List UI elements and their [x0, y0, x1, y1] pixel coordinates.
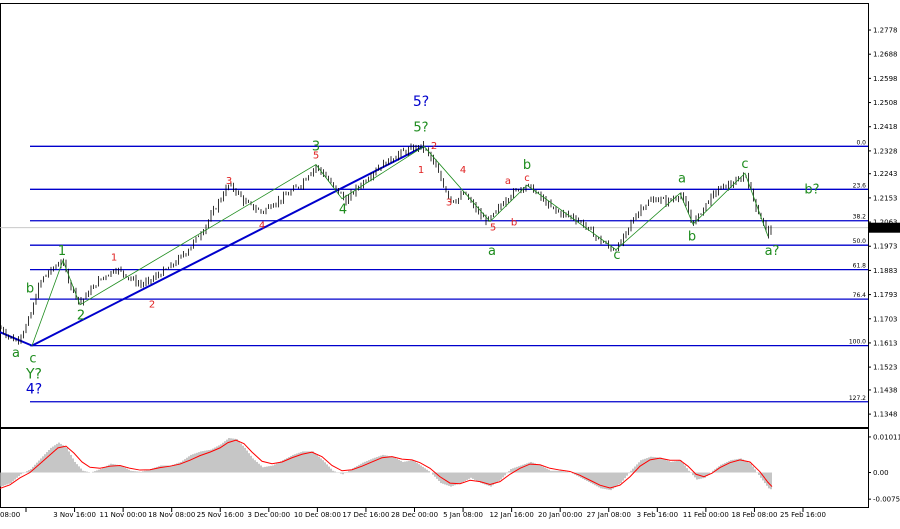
wave-label-18: 4	[460, 165, 466, 176]
fib-label-0: 0.0	[856, 139, 866, 146]
osc-tick-0: 0.01011	[873, 433, 900, 441]
wave-label-5: 4	[339, 203, 347, 218]
wave-label-30: b?	[804, 182, 819, 197]
wave-path	[31, 145, 769, 346]
wave-label-25: a	[488, 244, 496, 259]
fib-label-7: 127.2	[849, 395, 866, 402]
wave-label-21: a	[505, 176, 511, 187]
wave-label-1: 5?	[413, 121, 428, 136]
wave-label-22: b	[511, 218, 517, 229]
wave-label-11: 2	[77, 309, 85, 324]
price-tick-7: 1.2153	[873, 194, 898, 202]
fib-label-4: 61.8	[853, 263, 867, 270]
wave-label-20: 5	[490, 222, 496, 233]
price-tick-4: 1.2418	[873, 123, 898, 131]
wave-label-9: b	[26, 282, 34, 297]
price-pane-frame	[0, 3, 869, 428]
fib-label-2: 38.2	[853, 214, 867, 221]
price-tick-11: 1.1793	[873, 291, 898, 299]
x-tick-12: 27 Jan 08:00	[587, 511, 631, 519]
x-tick-6: 10 Dec 08:00	[294, 511, 341, 519]
wave-label-26: c	[613, 248, 620, 263]
x-tick-8: 28 Dec 00:00	[391, 511, 438, 519]
wave-label-7: 1	[111, 252, 117, 263]
oscillator-pane-frame	[0, 428, 869, 508]
x-tick-5: 3 Dec 00:00	[248, 511, 291, 519]
wave-label-29: c	[741, 157, 748, 172]
x-tick-14: 11 Feb 00:00	[683, 511, 729, 519]
price-tick-2: 1.2598	[873, 75, 898, 83]
wave-label-31: a?	[765, 244, 780, 259]
price-tick-0: 1.2778	[873, 27, 898, 35]
wave-label-2: 3	[312, 139, 320, 154]
wave-label-24: b	[523, 158, 531, 173]
x-tick-11: 20 Jan 00:00	[538, 511, 582, 519]
x-tick-16: 25 Feb 16:00	[780, 511, 826, 519]
price-tick-9: 1.1973	[873, 243, 898, 251]
price-tick-16: 1.1348	[873, 411, 898, 419]
osc-tick-2: -0.00757	[873, 496, 900, 504]
wave-label-10: 2	[149, 299, 155, 310]
price-tick-3: 1.2508	[873, 99, 898, 107]
x-tick-15: 18 Feb 08:00	[731, 511, 777, 519]
price-tick-5: 1.2328	[873, 147, 898, 155]
osc-signal-line	[0, 439, 773, 489]
price-tick-1: 1.2688	[873, 51, 898, 59]
price-tick-6: 1.2243	[873, 170, 898, 178]
price-tick-8: 1.2063	[873, 219, 898, 227]
wave-label-12: a	[12, 346, 20, 361]
wave-label-8: 1	[58, 244, 66, 259]
trendline-main	[31, 145, 425, 347]
wave-label-28: b	[688, 229, 696, 244]
x-tick-0: 08:00	[0, 511, 20, 519]
wave-label-14: Y?	[25, 367, 42, 383]
wave-label-19: 3	[446, 197, 452, 208]
price-tick-15: 1.1438	[873, 386, 898, 394]
wave-label-17: 1	[418, 165, 424, 176]
x-tick-7: 17 Dec 16:00	[342, 511, 389, 519]
x-tick-4: 25 Nov 16:00	[197, 511, 244, 519]
price-tick-10: 1.1883	[873, 267, 898, 275]
x-tick-13: 3 Feb 16:00	[637, 511, 678, 519]
fib-label-3: 50.0	[853, 238, 867, 245]
wave-label-23: c	[524, 173, 530, 184]
price-tick-13: 1.1613	[873, 339, 898, 347]
wave-label-6: 4	[259, 221, 265, 232]
current-price-box	[869, 222, 900, 233]
wave-label-16: 2	[431, 141, 437, 152]
fib-label-6: 100.0	[849, 339, 866, 346]
x-tick-2: 11 Nov 00:00	[100, 511, 147, 519]
fib-label-1: 23.6	[853, 182, 867, 189]
wave-label-4: 3	[226, 176, 232, 187]
x-tick-10: 12 Jan 16:00	[489, 511, 533, 519]
wave-label-3: 5	[313, 150, 319, 161]
osc-tick-1: 0.00	[873, 469, 889, 477]
price-tick-14: 1.1523	[873, 364, 898, 372]
current-price-label: 1.2042	[872, 225, 897, 233]
x-tick-1: 3 Nov 16:00	[53, 511, 96, 519]
price-tick-12: 1.1703	[873, 315, 898, 323]
wave-label-15: 4?	[26, 381, 42, 397]
wave-label-13: c	[29, 352, 36, 367]
x-tick-3: 18 Nov 08:00	[148, 511, 195, 519]
fib-label-5: 76.4	[853, 292, 867, 299]
wave-label-27: a	[678, 172, 686, 187]
wave-label-0: 5?	[413, 94, 429, 110]
x-tick-9: 5 Jan 08:00	[443, 511, 483, 519]
